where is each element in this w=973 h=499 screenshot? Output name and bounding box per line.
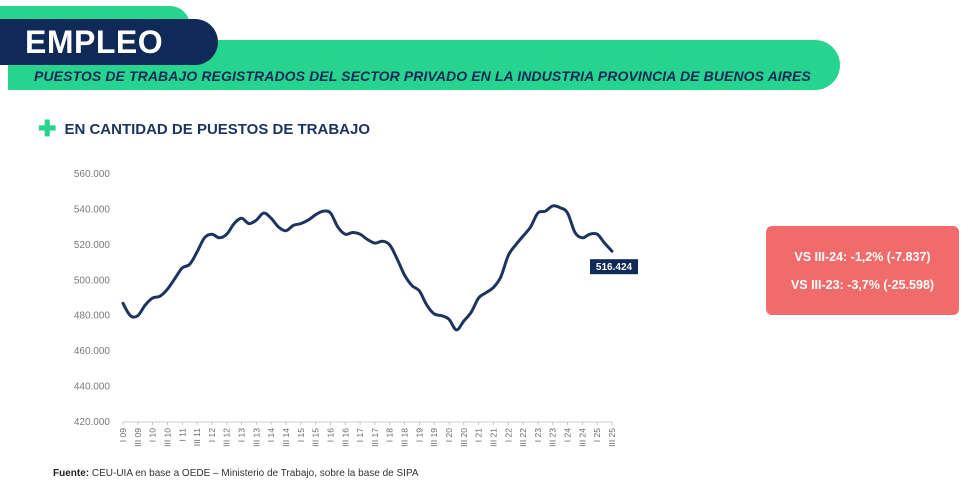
x-tick-label: III 18 [400, 428, 410, 447]
x-tick-label: I 14 [266, 428, 276, 442]
x-tick-label: I 21 [474, 428, 484, 442]
x-tick-label: I 11 [177, 428, 187, 442]
y-tick-label: 480.000 [74, 311, 111, 322]
x-tick-label: I 24 [563, 428, 573, 442]
x-tick-label: III 13 [251, 428, 261, 447]
x-tick-label: III 24 [577, 428, 587, 447]
x-tick-label: III 21 [488, 428, 498, 447]
callout-line-2: VS III-23: -3,7% (-25.598) [790, 277, 935, 292]
x-tick-label: I 09 [118, 428, 128, 442]
y-tick-label: 500.000 [74, 275, 111, 286]
x-tick-label: I 15 [296, 428, 306, 442]
x-tick-label: III 17 [370, 428, 380, 447]
x-tick-label: III 09 [133, 428, 143, 447]
x-tick-label: III 23 [548, 428, 558, 447]
last-value-badge [590, 259, 638, 275]
series-line [121, 204, 614, 332]
last-value-label: 516.424 [596, 262, 633, 273]
y-tick-label: 460.000 [74, 346, 111, 357]
x-tick-label: I 12 [207, 428, 217, 442]
source-note: Fuente: CEU-UIA en base a OEDE – Ministe… [53, 468, 419, 479]
section-label: EN CANTIDAD DE PUESTOS DE TRABAJO [64, 120, 371, 138]
x-tick-label: III 16 [340, 428, 350, 447]
y-tick-label: 520.000 [74, 240, 111, 251]
x-tick-label: III 15 [311, 428, 321, 447]
x-tick-label: III 11 [192, 428, 202, 447]
plus-icon: ✚ [38, 116, 57, 141]
x-tick-label: I 20 [444, 428, 454, 442]
y-tick-label: 440.000 [74, 382, 111, 393]
x-tick-label: I 17 [355, 428, 365, 442]
x-tick-label: I 25 [592, 428, 602, 442]
x-tick-label: I 22 [503, 428, 513, 442]
x-tick-label: III 22 [518, 428, 528, 447]
page-title: EMPLEO [25, 23, 164, 60]
y-tick-label: 540.000 [74, 204, 111, 215]
x-tick-label: I 19 [414, 428, 424, 442]
x-tick-label: I 23 [533, 428, 543, 442]
x-tick-label: III 19 [429, 428, 439, 447]
y-tick-label: 560.000 [74, 169, 111, 180]
source-text: CEU-UIA en base a OEDE – Ministerio de T… [91, 468, 419, 479]
x-tick-label: I 13 [237, 428, 247, 442]
x-tick-label: I 18 [385, 428, 395, 442]
section-heading: ✚ EN CANTIDAD DE PUESTOS DE TRABAJO [38, 118, 370, 140]
source-label: Fuente: [53, 468, 90, 479]
x-tick-label: III 12 [222, 428, 232, 447]
x-tick-label: I 10 [148, 428, 158, 442]
x-tick-label: I 16 [325, 428, 335, 442]
x-tick-label: III 25 [607, 428, 617, 447]
x-tick-label: III 10 [162, 428, 172, 447]
x-tick-label: III 20 [459, 428, 469, 447]
page-subtitle: PUESTOS DE TRABAJO REGISTRADOS DEL SECTO… [34, 68, 811, 84]
x-tick-label: III 14 [281, 428, 291, 447]
callout-line-1: VS III-24: -1,2% (-7.837) [794, 249, 931, 264]
comparison-callout: VS III-24: -1,2% (-7.837) VS III-23: -3,… [766, 226, 959, 315]
title-box: EMPLEO [0, 19, 218, 65]
y-tick-label: 420.000 [74, 417, 111, 428]
